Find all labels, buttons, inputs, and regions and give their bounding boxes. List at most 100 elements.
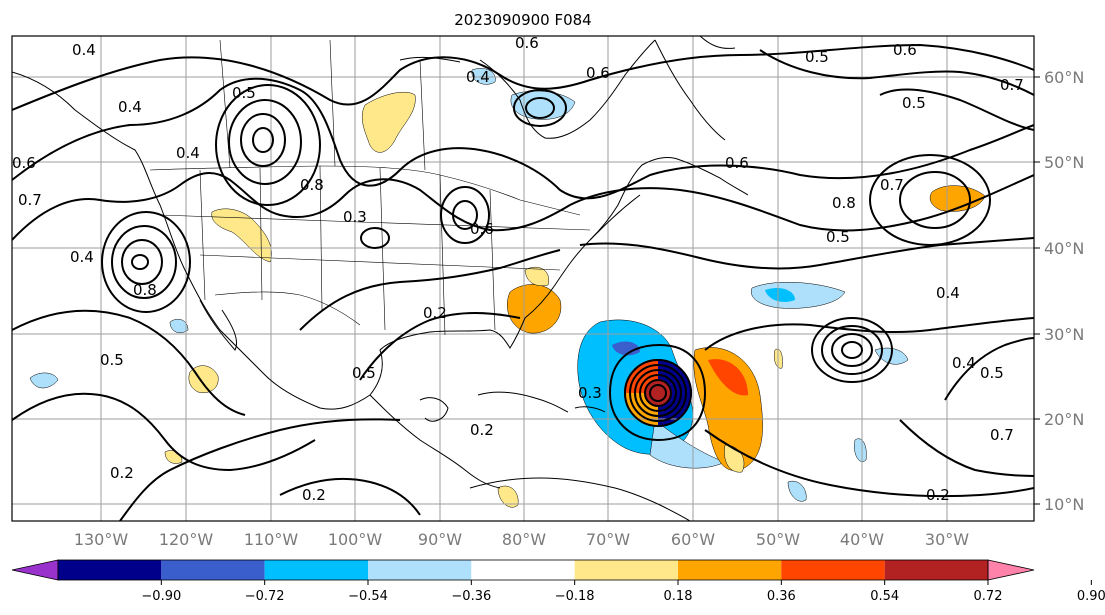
contour-label: 0.4 (952, 354, 976, 372)
colorbar-box (58, 560, 162, 580)
lat-label: 50°N (1044, 153, 1084, 172)
contour-label: 0.5 (352, 364, 376, 382)
coast-south-america (469, 477, 691, 521)
cold-anomaly-baja (169, 319, 189, 333)
contour-hurricane-outer (608, 343, 707, 442)
contour-west-low-4 (101, 211, 191, 313)
lon-label: 90°W (418, 530, 462, 549)
contour-label: 0.6 (12, 154, 36, 172)
warm-anomaly-carolinas-fringe (524, 266, 550, 286)
lon-label: 30°W (925, 530, 969, 549)
colorbar-label: −0.36 (451, 589, 491, 604)
colorbar-label: −0.90 (141, 589, 181, 604)
contour-wave-9 (119, 418, 401, 521)
contour-label: 0.2 (110, 464, 134, 482)
contour-label: 0.4 (466, 68, 490, 86)
coast-central-america (369, 394, 501, 489)
coast-baja (199, 299, 237, 351)
contour-label: 0.6 (725, 154, 749, 172)
lon-label: 40°W (840, 530, 884, 549)
border-state-b (259, 167, 263, 301)
colorbar-box (264, 560, 368, 580)
contour-label: 0.4 (70, 248, 94, 266)
colorbar-extend-low (11, 559, 59, 581)
contour-wave-5 (299, 249, 561, 331)
contour-label: 0.4 (176, 144, 200, 162)
cold-anomaly-pacific (29, 372, 59, 389)
coast-cuba (477, 391, 569, 413)
coast-hispaniola (574, 406, 606, 413)
lon-label: 70°W (586, 530, 630, 549)
lon-label: 110°W (244, 530, 299, 549)
map-title: 2023090900 F084 (454, 11, 591, 29)
lon-label: 130°W (74, 530, 129, 549)
contour-atl-low-3 (821, 325, 883, 375)
contour-wave-3 (12, 172, 1034, 241)
lon-label: 120°W (159, 530, 214, 549)
contour-label: 0.7 (990, 426, 1014, 444)
colorbar-label: 0.54 (870, 589, 899, 604)
contour-wave-6 (359, 312, 521, 381)
lon-label: 50°W (756, 530, 800, 549)
lat-label: 20°N (1044, 410, 1084, 429)
contour-label: 0.8 (300, 176, 324, 194)
contour-canada-low-1 (252, 127, 274, 153)
colorbar-label: 0.90 (1077, 589, 1105, 604)
contour-label: 0.4 (936, 284, 960, 302)
contour-hurricane-1 (649, 384, 667, 402)
contour-label: 0.3 (578, 384, 602, 402)
contour-atl-low-4 (811, 317, 893, 383)
contour-canada-low-4 (215, 84, 321, 206)
coast-labrador (654, 39, 726, 141)
contour-label: 0.2 (302, 486, 326, 504)
map-area (12, 36, 1034, 521)
contour-wave-11 (704, 429, 1034, 498)
coast-north-america-west (12, 71, 371, 410)
warm-anomaly-rockies (211, 208, 272, 263)
contour-lines (12, 43, 1034, 521)
contour-west-low-1 (131, 254, 149, 270)
contour-label: 0.6 (586, 64, 610, 82)
contour-label: 0.2 (926, 486, 950, 504)
colorbar-box (471, 560, 575, 580)
contour-atl-low-1 (841, 341, 863, 359)
contour-label: 0.6 (893, 41, 917, 59)
colorbar-box (781, 560, 885, 580)
contour-atl-low-2 (831, 333, 873, 367)
contour-label: 0.5 (902, 94, 926, 112)
lon-axis: 130°W 120°W 110°W 100°W 90°W 80°W 70°W 6… (74, 530, 969, 549)
colorbar-label: −0.18 (555, 589, 595, 604)
contour-wave-10 (279, 477, 421, 516)
lat-label: 10°N (1044, 495, 1084, 514)
contour-label: 0.4 (118, 98, 142, 116)
contour-hudson-low-2 (513, 89, 567, 127)
coast-yucatan (419, 397, 449, 422)
contour-label: 0.7 (1000, 76, 1024, 94)
border-state-a (199, 169, 206, 301)
contour-north-atl-2 (869, 154, 991, 246)
contour-hurricane-3 (639, 374, 677, 412)
colorbar-box (678, 560, 782, 580)
contour-label: 0.8 (832, 194, 856, 212)
contour-north-atl-1 (899, 171, 971, 229)
lon-label: 100°W (328, 530, 383, 549)
border-state-f (489, 189, 496, 331)
cold-anomaly-labrador (471, 68, 496, 85)
colorbar-label: 0.72 (974, 589, 1003, 604)
contour-label: 0.5 (805, 48, 829, 66)
contour-lakes-low-2 (440, 186, 490, 244)
lon-label: 80°W (502, 530, 546, 549)
cold-anomaly-core (612, 341, 640, 356)
contour-wave-4 (579, 237, 1034, 270)
contour-hurricane-6 (624, 359, 692, 427)
contour-wave-16 (759, 49, 1034, 96)
contour-label: 0.6 (515, 34, 539, 52)
contour-hudson-low-1 (525, 97, 555, 119)
cold-anomaly-south-atlantic (787, 480, 807, 502)
contour-wave-13 (944, 337, 1034, 401)
border-us-mexico (214, 291, 361, 326)
graticule (12, 36, 1034, 521)
lat-axis: 60°N 50°N 40°N 30°N 20°N 10°N (1044, 68, 1084, 514)
border-state-e (439, 174, 446, 336)
contour-wave-1 (12, 43, 1034, 111)
